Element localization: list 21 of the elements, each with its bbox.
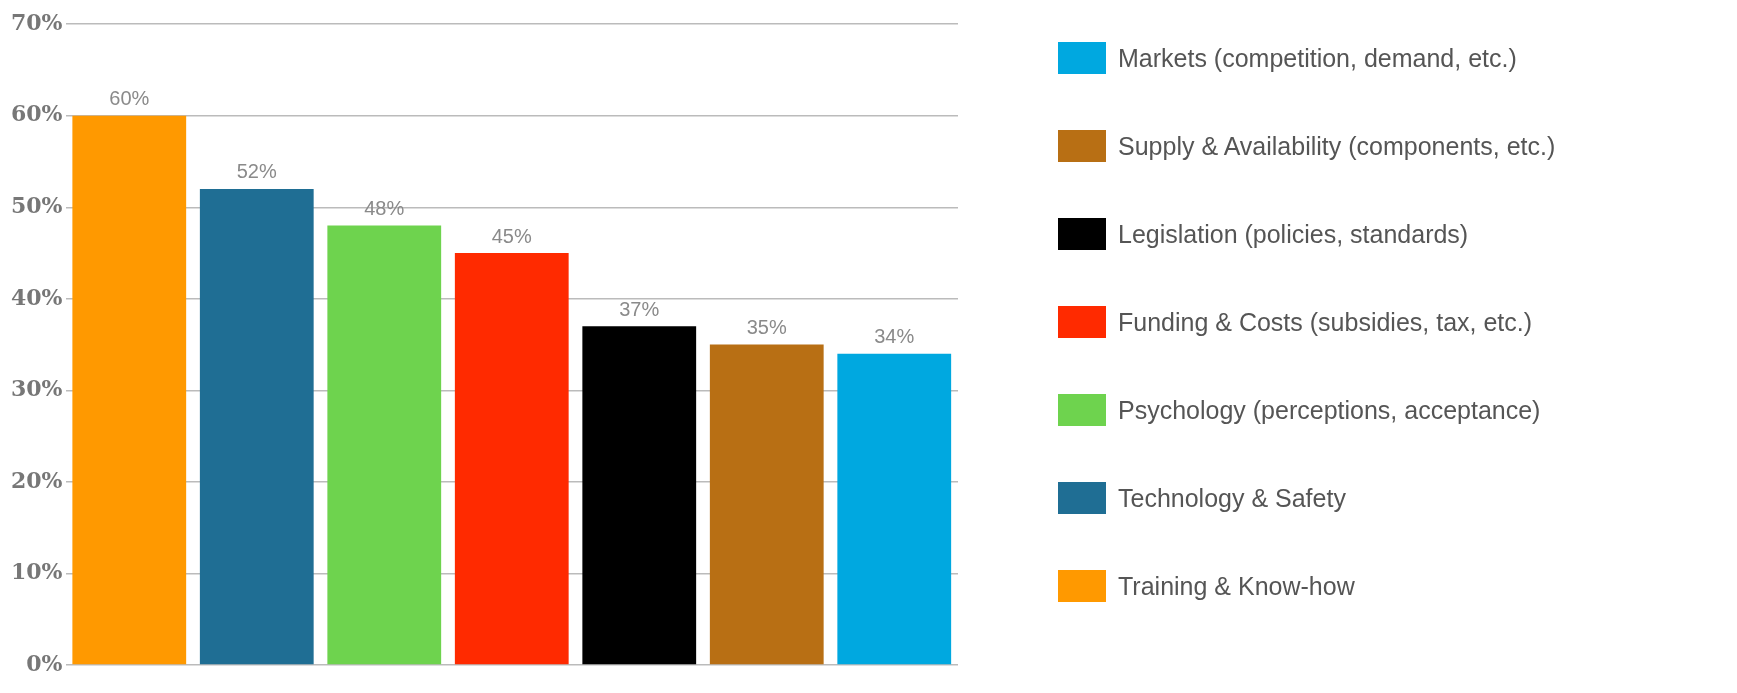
data-label: 45% — [491, 224, 532, 247]
data-label: 52% — [236, 160, 277, 183]
legend-label: Funding & Costs (subsidies, tax, etc.) — [1118, 308, 1533, 336]
legend-label: Technology & Safety — [1118, 484, 1346, 512]
y-tick-label: 20% — [10, 466, 63, 493]
legend-label: Markets (competition, demand, etc.) — [1118, 44, 1517, 72]
legend-label: Supply & Availability (components, etc.) — [1118, 132, 1556, 160]
data-label: 60% — [109, 87, 150, 110]
legend-label: Training & Know-how — [1118, 572, 1355, 600]
y-tick-label: 10% — [10, 558, 63, 585]
y-tick-label: 30% — [10, 375, 63, 402]
data-label: 34% — [874, 325, 915, 348]
legend-label: Legislation (policies, standards) — [1118, 220, 1469, 248]
data-label: 35% — [746, 316, 787, 339]
y-tick-label: 50% — [10, 192, 63, 218]
y-tick-label: 60% — [10, 100, 63, 127]
legend-label: Psychology (perceptions, acceptance) — [1118, 396, 1541, 424]
y-tick-label: 40% — [10, 283, 63, 310]
data-label: 37% — [619, 297, 660, 320]
y-tick-label: 70% — [10, 8, 63, 35]
y-tick-label: 0% — [26, 649, 63, 676]
